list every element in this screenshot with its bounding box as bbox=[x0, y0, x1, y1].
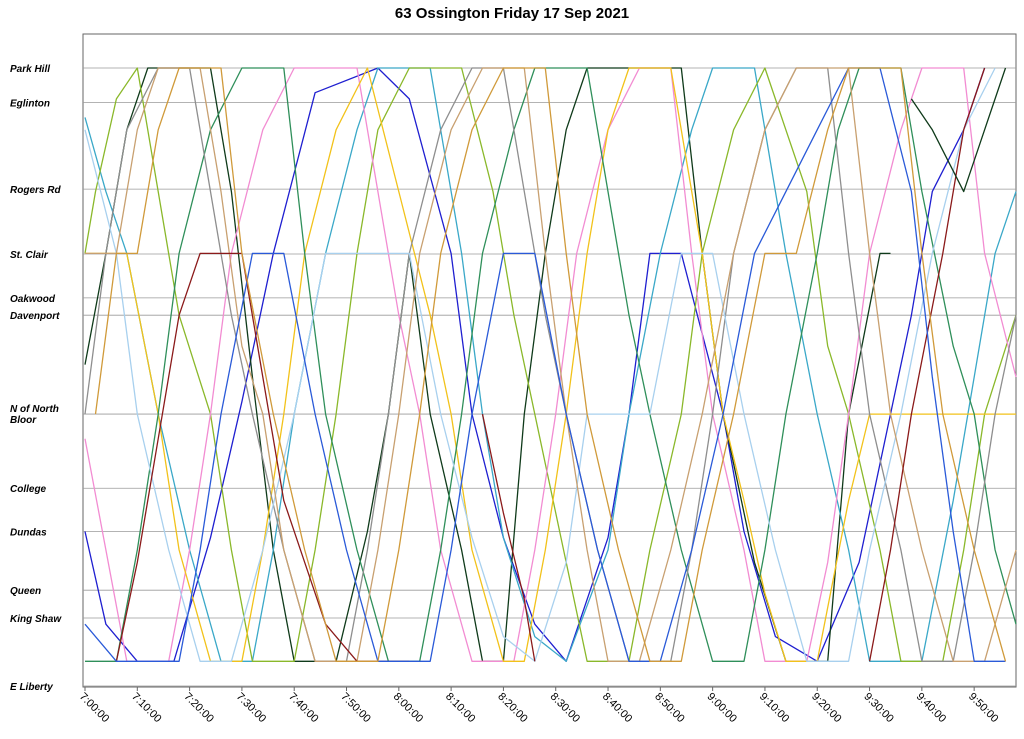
stop-label: Davenport bbox=[10, 311, 60, 322]
stop-label: Eglinton bbox=[10, 99, 50, 110]
stop-label: Rogers Rd bbox=[10, 185, 61, 196]
series-line-11 bbox=[481, 413, 536, 662]
series-line-4 bbox=[84, 67, 1017, 662]
x-tick-label: 7:00:00 bbox=[77, 691, 111, 725]
x-tick-label: 7:30:00 bbox=[234, 691, 268, 725]
stop-label: St. Clair bbox=[10, 250, 49, 261]
x-tick-label: 8:30:00 bbox=[548, 691, 582, 725]
x-tick-label: 7:40:00 bbox=[286, 691, 320, 725]
series-line-9 bbox=[85, 67, 1017, 662]
x-tick-label: 7:50:00 bbox=[338, 691, 372, 725]
stop-label: Park Hill bbox=[10, 64, 50, 75]
stop-label: Queen bbox=[10, 586, 41, 597]
series-line-3 bbox=[84, 67, 1017, 662]
plot-area bbox=[82, 33, 1017, 688]
time-labels: 7:00:00 7:10:00 7:20:00 7:30:00 7:40:00 7:50:… bbox=[77, 687, 1000, 725]
chart-title: 63 Ossington Friday 17 Sep 2021 bbox=[394, 5, 630, 22]
stop-label: Dundas bbox=[10, 528, 47, 539]
x-tick-label: 8:50:00 bbox=[652, 691, 686, 725]
stop-label: N of North Bloor bbox=[10, 404, 59, 426]
x-tick-label: 7:20:00 bbox=[181, 691, 215, 725]
stop-label: Oakwood bbox=[10, 294, 56, 305]
series-line-15 bbox=[94, 67, 1007, 662]
x-tick-label: 7:10:00 bbox=[129, 691, 163, 725]
x-tick-label: 8:40:00 bbox=[600, 691, 634, 725]
x-tick-label: 8:20:00 bbox=[495, 691, 529, 725]
x-tick-label: 9:30:00 bbox=[861, 691, 895, 725]
x-tick-label: 9:00:00 bbox=[705, 691, 739, 725]
stop-label: E Liberty bbox=[10, 682, 53, 693]
series-line-5 bbox=[85, 67, 1016, 662]
x-tick-label: 9:40:00 bbox=[914, 691, 948, 725]
x-tick-label: 8:10:00 bbox=[443, 691, 477, 725]
stop-labels: Park Hill Eglinton Rogers Rd St. Clair Oakwo… bbox=[10, 64, 62, 693]
stop-label: College bbox=[10, 484, 47, 495]
stop-label: King Shaw bbox=[10, 614, 62, 625]
x-tick-label: 8:00:00 bbox=[391, 691, 425, 725]
series-group bbox=[84, 67, 1017, 662]
x-tick-label: 9:20:00 bbox=[809, 691, 843, 725]
series-line-13 bbox=[910, 67, 1007, 193]
x-tick-label: 9:50:00 bbox=[966, 691, 1000, 725]
series-line-7 bbox=[84, 67, 1017, 662]
x-tick-label: 9:10:00 bbox=[757, 691, 791, 725]
